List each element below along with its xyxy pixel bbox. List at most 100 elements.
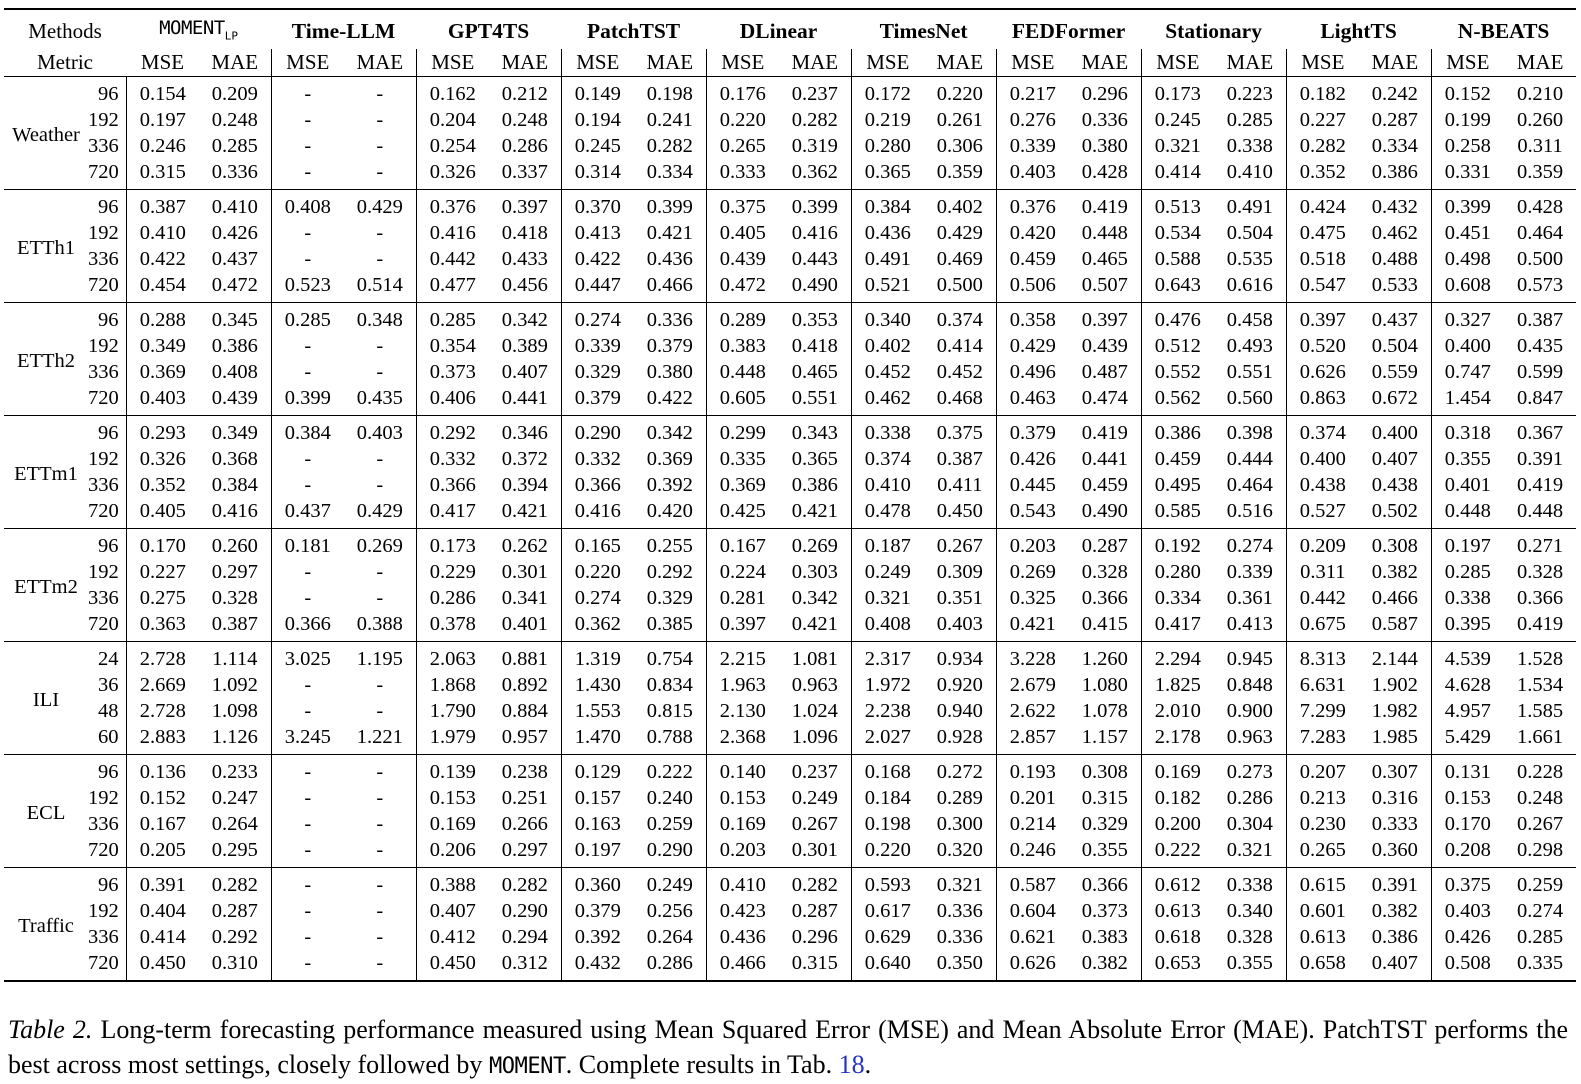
metric-value-cell: - bbox=[270, 754, 345, 786]
dataset-label: Traffic bbox=[18, 915, 74, 938]
metric-value-cell: 0.304 bbox=[1226, 813, 1273, 836]
horizon-cell: 96 bbox=[88, 302, 127, 334]
metric-value-cell: 0.410 bbox=[211, 196, 258, 219]
metric-value-cell: 0.675 bbox=[1285, 611, 1360, 642]
metric-value-cell: 0.334 bbox=[646, 161, 693, 184]
horizon-cell: 336 bbox=[88, 924, 127, 951]
metric-value-cell: 0.450 bbox=[125, 950, 199, 982]
horizon-cell: 96 bbox=[88, 189, 127, 221]
metric-value-cell: 0.414 bbox=[936, 335, 983, 358]
metric-value-cell: 0.465 bbox=[1081, 248, 1128, 271]
metric-value-cell: 0.436 bbox=[705, 924, 780, 951]
metric-value-cell: 0.369 bbox=[125, 359, 199, 386]
method-header-stationary: Stationary bbox=[1141, 9, 1286, 49]
metric-value-cell: 1.963 bbox=[705, 672, 780, 699]
metric-value-cell: 0.374 bbox=[1285, 415, 1360, 447]
metric-value-cell: 0.316 bbox=[1371, 787, 1418, 810]
metric-value-cell: 0.495 bbox=[1140, 472, 1215, 499]
metric-value-cell: 0.149 bbox=[560, 76, 635, 108]
metric-value-cell: 0.466 bbox=[1371, 587, 1418, 610]
metric-value-cell: 2.144 bbox=[1371, 648, 1418, 671]
metric-value-cell: 0.410 bbox=[705, 867, 780, 899]
metric-value-cell: 0.321 bbox=[850, 585, 925, 612]
metric-value-cell: 0.382 bbox=[1081, 952, 1128, 975]
metric-value-cell: 0.391 bbox=[125, 867, 199, 899]
metric-value-cell: 0.788 bbox=[646, 726, 693, 749]
metric-value-cell: 0.207 bbox=[1285, 754, 1360, 786]
metric-value-cell: 0.329 bbox=[560, 359, 635, 386]
dataset-block-etth2: ETTh2 96 0.288 0.345 0.285 0.348 0.285 0.342 0.2… bbox=[4, 302, 1577, 416]
metric-value-cell: 0.399 bbox=[791, 196, 838, 219]
metric-value-cell: 0.182 bbox=[1140, 785, 1215, 812]
horizon-cell: 96 bbox=[88, 867, 127, 899]
ref-table-18-link[interactable]: 18 bbox=[838, 1050, 865, 1080]
metric-value-cell: 0.464 bbox=[1226, 474, 1273, 497]
metric-value-cell: 0.319 bbox=[791, 135, 838, 158]
metric-value-cell: 0.363 bbox=[125, 611, 199, 642]
metric-value-cell: 0.197 bbox=[560, 837, 635, 868]
metric-value-cell: 0.432 bbox=[560, 950, 635, 982]
metric-value-cell: 0.658 bbox=[1285, 950, 1360, 982]
horizon-cell: 720 bbox=[88, 498, 127, 529]
metric-value-cell: 0.518 bbox=[1285, 246, 1360, 273]
metric-value-cell: 0.337 bbox=[501, 161, 548, 184]
mae-header: MAE bbox=[501, 50, 549, 75]
metric-value-cell: 0.426 bbox=[995, 446, 1070, 473]
mae-header: MAE bbox=[1371, 50, 1419, 75]
metric-value-cell: 0.454 bbox=[125, 272, 199, 303]
metric-value-cell: 0.448 bbox=[1517, 500, 1564, 523]
metric-value-cell: 0.643 bbox=[1140, 272, 1215, 303]
metric-value-cell: 0.198 bbox=[646, 83, 693, 106]
metric-value-cell: 0.416 bbox=[560, 498, 635, 529]
metric-value-cell: 0.418 bbox=[501, 222, 548, 245]
metric-value-cell: 0.426 bbox=[211, 222, 258, 245]
horizon-cell: 192 bbox=[88, 220, 127, 247]
metric-value-cell: 5.429 bbox=[1430, 724, 1505, 755]
metric-value-cell: 0.248 bbox=[211, 109, 258, 132]
metric-value-cell: 0.386 bbox=[1140, 415, 1215, 447]
metric-value-cell: 0.450 bbox=[936, 500, 983, 523]
metric-value-cell: - bbox=[270, 559, 345, 586]
dataset-block-weather: Weather 96 0.154 0.209- -0.162 0.212 0.149 0.19… bbox=[4, 76, 1577, 190]
metric-value-cell: 0.379 bbox=[560, 898, 635, 925]
metric-value-cell: 0.847 bbox=[1517, 387, 1564, 410]
metric-value-cell: - bbox=[270, 107, 345, 134]
metric-value-cell: 0.157 bbox=[560, 785, 635, 812]
metric-value-cell: 0.881 bbox=[501, 648, 548, 671]
metric-value-cell: 0.626 bbox=[995, 950, 1070, 982]
metric-value-cell: 0.212 bbox=[501, 83, 548, 106]
method-name: MOMENT bbox=[159, 17, 225, 39]
metric-value-cell: 0.640 bbox=[850, 950, 925, 982]
metric-value-cell: 0.397 bbox=[1285, 302, 1360, 334]
metric-value-cell: 0.834 bbox=[646, 674, 693, 697]
metric-value-cell: 0.333 bbox=[705, 159, 780, 190]
metric-value-cell: 6.631 bbox=[1285, 672, 1360, 699]
horizon-cell: 60 bbox=[88, 724, 127, 755]
horizon-cell: 192 bbox=[88, 898, 127, 925]
metric-value-cell: 0.474 bbox=[1081, 387, 1128, 410]
method-name: Time-LLM bbox=[291, 19, 396, 44]
metric-value-cell: 1.979 bbox=[415, 724, 490, 755]
metric-value-cell: 0.339 bbox=[1226, 561, 1273, 584]
metric-value-cell: 0.386 bbox=[791, 474, 838, 497]
metric-value-cell: 1.195 bbox=[356, 648, 403, 671]
table-row: 60 2.883 1.126 3.245 1.221 1.979 0.957 1.470 0.7… bbox=[4, 724, 1576, 755]
metric-value-cell: 0.296 bbox=[791, 926, 838, 949]
metric-value-cell: 0.237 bbox=[791, 83, 838, 106]
metric-value-cell: 0.376 bbox=[995, 189, 1070, 221]
metric-value-cell: - bbox=[376, 674, 384, 697]
metric-value-cell: 0.392 bbox=[560, 924, 635, 951]
metric-value-cell: 0.391 bbox=[1517, 448, 1564, 471]
metric-value-cell: 0.605 bbox=[705, 385, 780, 416]
table-row: 192 0.152 0.247- -0.153 0.251 0.157 0.240 0.153… bbox=[4, 785, 1576, 812]
metric-value-cell: 0.375 bbox=[1430, 867, 1505, 899]
metric-value-cell: 0.214 bbox=[995, 811, 1070, 838]
metric-value-cell: 0.417 bbox=[1140, 611, 1215, 642]
metric-value-cell: 0.421 bbox=[501, 500, 548, 523]
mse-header: MSE bbox=[1140, 49, 1215, 77]
method-header-lightts: LightTS bbox=[1286, 9, 1431, 49]
metric-value-cell: 0.527 bbox=[1285, 498, 1360, 529]
table-row: ILI 24 2.728 1.114 3.025 1.195 2.063 0.881 1.319… bbox=[4, 641, 1576, 711]
metric-value-cell: 1.585 bbox=[1517, 700, 1564, 723]
metric-value-cell: 0.447 bbox=[560, 272, 635, 303]
